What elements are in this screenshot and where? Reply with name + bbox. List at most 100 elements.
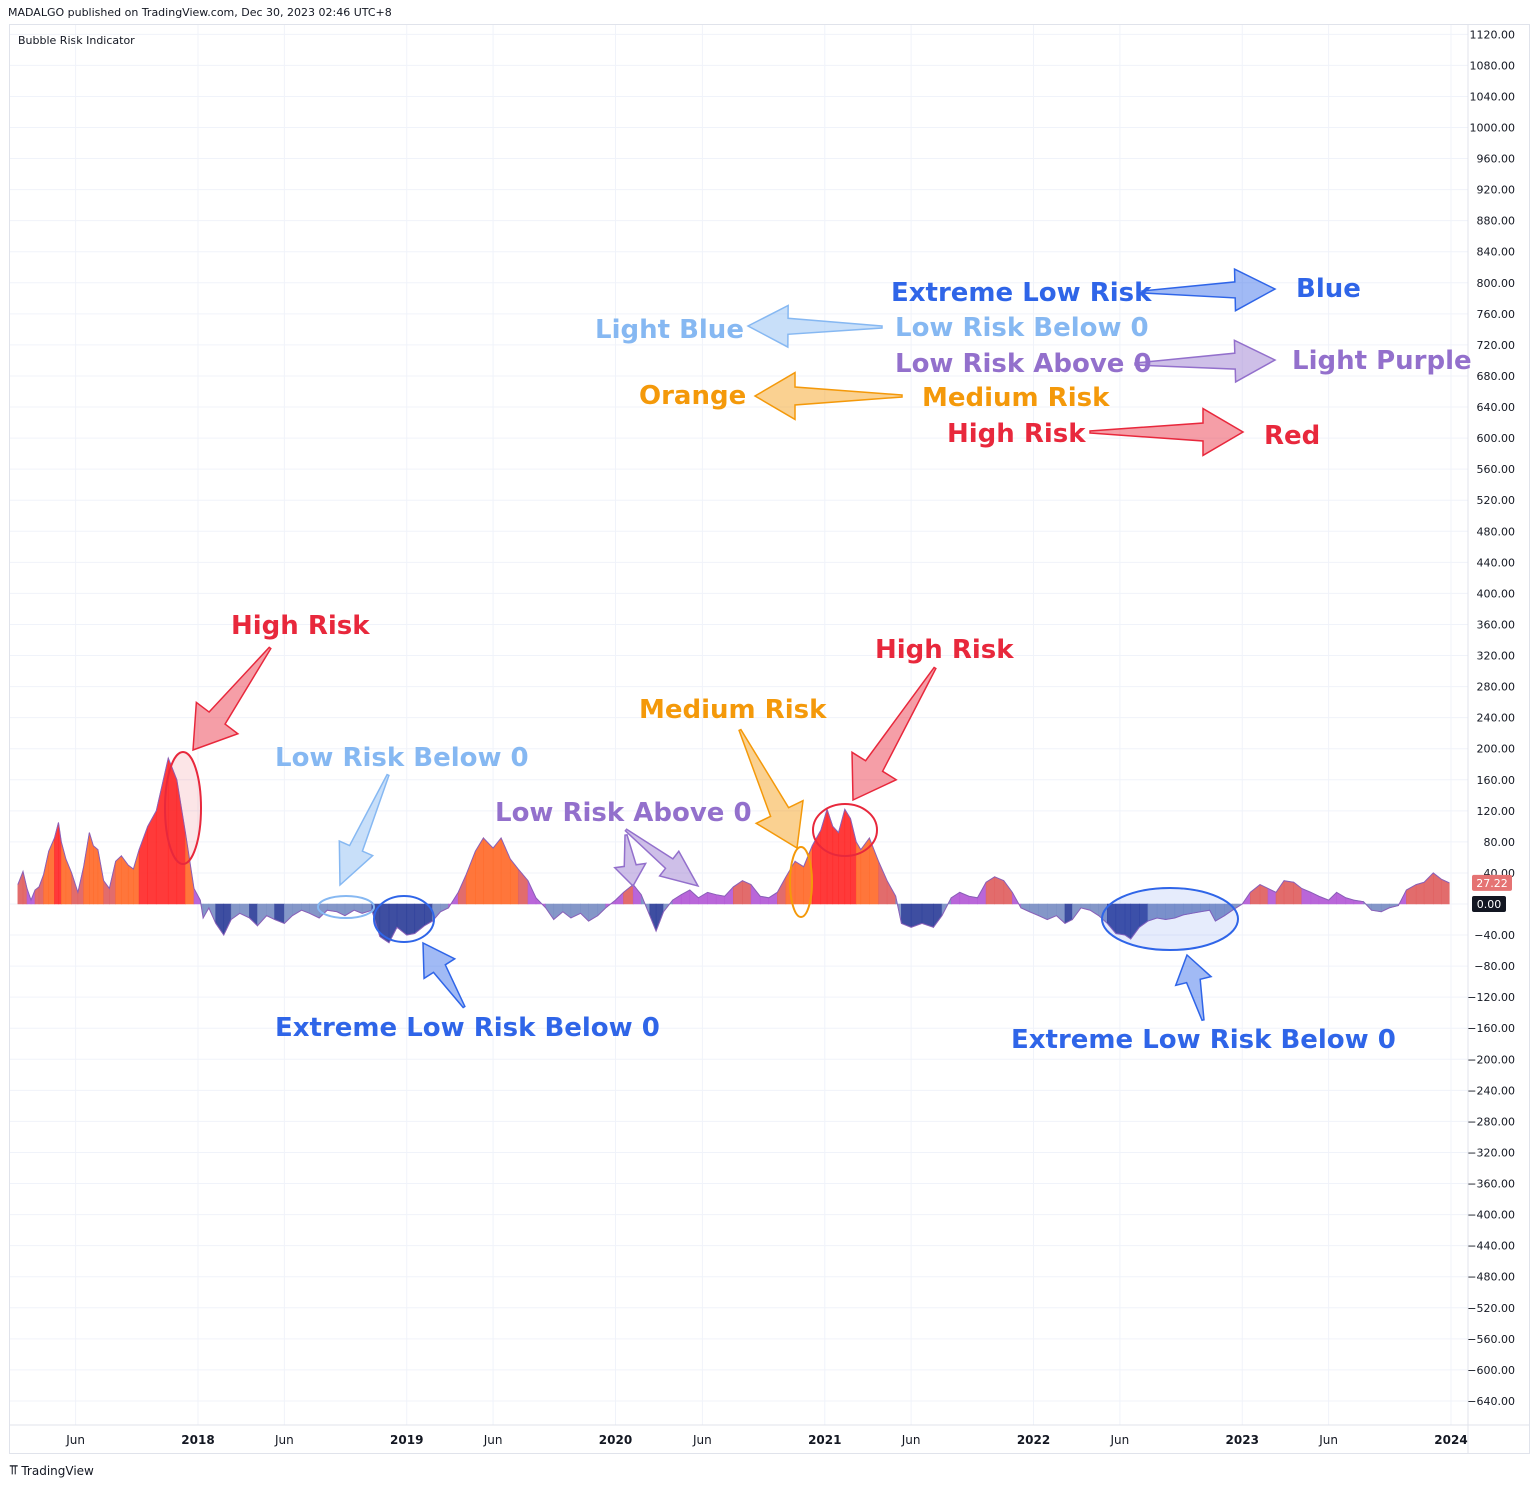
risk-area-segment <box>994 876 1005 905</box>
annotation-legend-blue: Blue <box>1296 274 1361 304</box>
annotation-legend-medium: Medium Risk <box>922 383 1110 413</box>
x-tick-label: Jun <box>1110 1433 1130 1447</box>
risk-area-segment <box>886 880 896 905</box>
annotation-labels: Extreme Low Risk Blue Light Blue Low Risk B… <box>231 274 1472 1055</box>
risk-area-segment <box>230 903 241 921</box>
risk-area-segment <box>115 855 122 905</box>
risk-area-segment <box>820 809 828 905</box>
x-tick-label: 2018 <box>181 1433 214 1447</box>
y-tick-label: −40.00 <box>1474 929 1515 942</box>
annotation-ellipse <box>373 895 435 943</box>
y-tick-label: 880.00 <box>1477 215 1516 228</box>
risk-area-segment <box>878 861 888 905</box>
annotation-arrow <box>738 728 804 850</box>
risk-area-segment <box>223 903 232 936</box>
annotation-arrow <box>1174 953 1213 1022</box>
y-tick-label: 520.00 <box>1477 494 1516 507</box>
x-tick-label: Jun <box>274 1433 294 1447</box>
y-tick-label: −640.00 <box>1467 1395 1515 1408</box>
y-tick-label: 800.00 <box>1477 277 1516 290</box>
y-tick-label: 240.00 <box>1477 712 1516 725</box>
risk-area-segment <box>1003 879 1013 905</box>
risk-line <box>17 756 1450 944</box>
risk-area-segment <box>768 891 778 905</box>
risk-area-segment <box>1440 878 1450 905</box>
y-tick-label: 920.00 <box>1477 184 1516 197</box>
risk-area-segment <box>257 903 267 927</box>
annotation-ellipse <box>164 751 202 865</box>
annotation-note-high-2017: High Risk <box>231 611 370 641</box>
x-tick-label: Jun <box>483 1433 503 1447</box>
y-tick-label: 320.00 <box>1477 650 1516 663</box>
risk-area-segment <box>292 903 302 917</box>
risk-area-segment <box>1318 895 1329 905</box>
risk-area-segment <box>483 837 494 905</box>
y-tick-label: −560.00 <box>1467 1333 1515 1346</box>
annotation-arrow <box>1089 407 1245 457</box>
risk-area-segment <box>1380 903 1390 913</box>
footer-brand[interactable]: ⫪ TradingView <box>10 1463 94 1478</box>
y-tick-label: −600.00 <box>1467 1364 1515 1377</box>
zero-badge <box>1472 896 1506 912</box>
footer-brand-text: TradingView <box>21 1463 94 1478</box>
y-tick-label: −80.00 <box>1474 960 1515 973</box>
risk-area-segment <box>1089 903 1100 917</box>
tradingview-logo-icon: ⫪ <box>10 1463 18 1478</box>
annotation-note-extreme-low-2018: Extreme Low Risk Below 0 <box>275 1013 660 1043</box>
x-tick-label: 2020 <box>599 1433 632 1447</box>
y-tick-label: −320.00 <box>1467 1146 1515 1159</box>
annotation-legend-light-blue: Light Blue <box>595 315 744 345</box>
x-tick-label: 2021 <box>808 1433 841 1447</box>
last-value-badge <box>1472 874 1512 891</box>
risk-area-segment <box>127 864 134 905</box>
risk-area-segment <box>1415 881 1425 905</box>
x-tick-label: 2023 <box>1226 1433 1259 1447</box>
risk-area-segment <box>83 832 90 905</box>
y-tick-label: −160.00 <box>1467 1022 1515 1035</box>
y-tick-label: 360.00 <box>1477 618 1516 631</box>
risk-area-segment <box>284 903 293 925</box>
annotation-arrow <box>192 646 272 752</box>
risk-area-segment <box>43 851 50 905</box>
annotation-legend-high: High Risk <box>947 419 1086 449</box>
y-tick-label: 400.00 <box>1477 587 1516 600</box>
x-tick-label: 2022 <box>1017 1433 1050 1447</box>
annotation-legend-low-below: Low Risk Below 0 <box>895 313 1149 343</box>
risk-area-segment <box>1275 879 1285 905</box>
y-tick-label: 960.00 <box>1477 153 1516 166</box>
risk-area-segment <box>215 903 225 937</box>
y-tick-label: 1080.00 <box>1470 59 1516 72</box>
y-tick-label: 440.00 <box>1477 556 1516 569</box>
annotation-arrow <box>338 773 390 887</box>
annotation-arrow <box>1134 339 1277 384</box>
risk-area-segment <box>794 860 804 905</box>
y-tick-label: −480.00 <box>1467 1271 1515 1284</box>
risk-area-segment <box>1056 903 1066 925</box>
annotation-legend-extreme-low: Extreme Low Risk <box>891 278 1152 308</box>
y-tick-label: −520.00 <box>1467 1302 1515 1315</box>
y-tick-label: 480.00 <box>1477 525 1516 538</box>
x-tick-label: Jun <box>692 1433 712 1447</box>
x-axis: Jun 2018 Jun 2019 Jun 2020 Jun 2021 Jun 2022 Jun 20… <box>65 1433 1467 1447</box>
annotation-legend-orange: Orange <box>639 381 746 411</box>
risk-area-segment <box>632 883 642 905</box>
annotation-ellipse <box>1101 887 1239 951</box>
indicator-title[interactable]: Bubble Risk Indicator <box>18 34 135 47</box>
y-tick-label: 120.00 <box>1477 805 1516 818</box>
risk-area-segment <box>396 903 408 936</box>
risk-area-segment <box>440 903 449 913</box>
annotation-legend-light-purple: Light Purple <box>1292 346 1472 376</box>
risk-area-segment <box>388 903 398 943</box>
annotation-note-medium-2020: Medium Risk <box>639 695 827 725</box>
annotation-ellipse <box>317 895 375 919</box>
risk-area-segment <box>93 845 99 905</box>
last-value-label: 27.22 <box>1476 877 1508 890</box>
risk-area-segment <box>475 836 484 905</box>
annotation-arrow <box>624 828 700 888</box>
x-tick-label: Jun <box>65 1433 85 1447</box>
y-tick-label: 1000.00 <box>1470 122 1516 135</box>
risk-area-segment <box>855 840 862 905</box>
zero-label: 0.00 <box>1477 898 1502 911</box>
annotation-ellipse <box>789 846 813 918</box>
